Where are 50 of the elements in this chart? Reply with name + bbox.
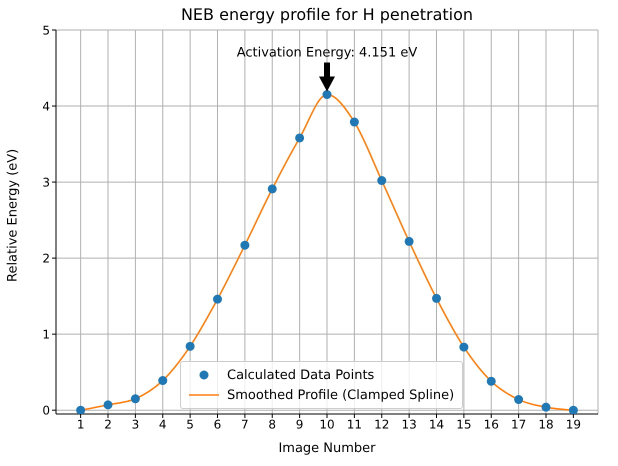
point — [568, 406, 578, 414]
x-tick-label: 4 — [158, 418, 167, 432]
x-tick-label: 18 — [538, 418, 554, 432]
x-tick-label: 8 — [268, 418, 276, 432]
point — [514, 395, 524, 404]
x-tick-label: 14 — [428, 418, 444, 432]
y-tick-label: 3 — [42, 175, 50, 190]
point — [404, 236, 414, 246]
chart-title: NEB energy profile for H penetration — [180, 5, 474, 24]
point — [76, 406, 86, 414]
x-tick-label: 13 — [401, 418, 417, 432]
point — [350, 118, 359, 127]
x-tick-label: 12 — [374, 418, 390, 432]
x-tick-label: 6 — [214, 418, 222, 432]
x-tick-label: 17 — [510, 418, 526, 432]
x-axis-title: Image Number — [278, 441, 376, 456]
point — [186, 342, 195, 351]
point — [377, 176, 386, 186]
point — [432, 294, 441, 303]
y-tick-label: 1 — [42, 327, 50, 342]
point — [541, 402, 550, 412]
point — [322, 90, 332, 100]
legend-label: Calculated Data Points — [227, 368, 374, 382]
point — [104, 400, 113, 410]
x-tick-label: 16 — [484, 418, 499, 432]
point — [158, 376, 168, 386]
y-tick-label: 4 — [42, 99, 50, 114]
x-tick-label: 11 — [346, 418, 362, 432]
point — [486, 376, 496, 386]
x-tick-label: 2 — [104, 418, 112, 432]
x-tick-label: 1 — [76, 418, 84, 432]
x-tick-label: 19 — [566, 418, 582, 432]
x-tick-label: 5 — [186, 418, 194, 432]
point — [130, 394, 140, 404]
legend-label: Smoothed Profile (Clamped Spline) — [227, 388, 454, 402]
point — [268, 184, 277, 194]
x-tick-label: 9 — [296, 418, 304, 432]
point — [459, 342, 468, 352]
y-tick-label: 0 — [42, 403, 50, 418]
x-tick-label: 7 — [241, 418, 249, 432]
point — [295, 133, 304, 142]
y-tick-label: 2 — [42, 251, 50, 266]
x-tick-label: 10 — [319, 418, 335, 432]
point — [213, 294, 222, 304]
point — [240, 240, 250, 250]
x-tick-label: 15 — [456, 418, 472, 432]
y-tick-label: 5 — [42, 23, 50, 38]
x-tick-label: 3 — [132, 418, 140, 432]
annotation: Activation Energy: 4.151 eV — [236, 46, 418, 61]
y-axis-title: Relative Energy (eV) — [6, 148, 21, 282]
